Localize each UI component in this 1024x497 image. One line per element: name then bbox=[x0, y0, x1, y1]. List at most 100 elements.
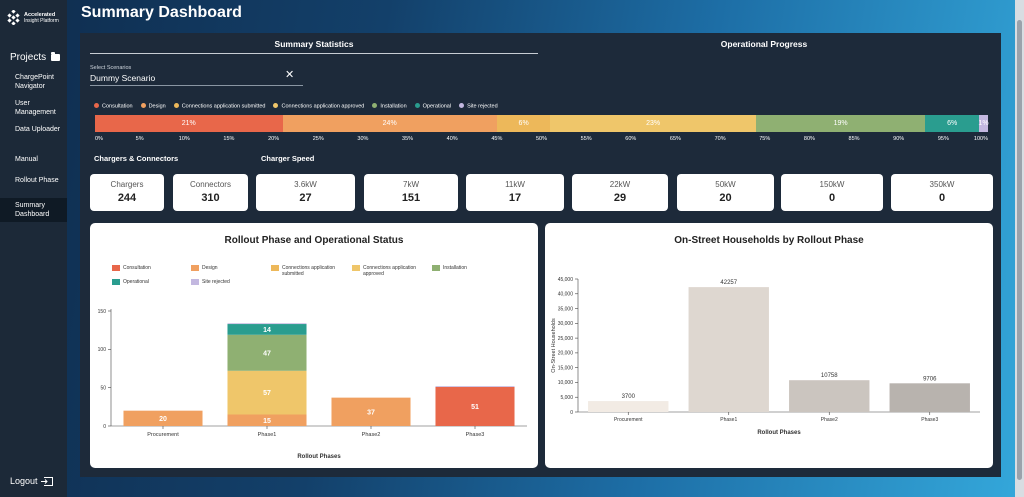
clear-icon[interactable]: ✕ bbox=[285, 69, 295, 81]
chart-legend-item: Design bbox=[191, 265, 261, 271]
sidebar-item-manual[interactable]: Manual bbox=[15, 156, 38, 163]
scrollbar[interactable] bbox=[1015, 0, 1024, 497]
chart-legend-label: Operational bbox=[123, 279, 149, 285]
y-tick-label: 45,000 bbox=[558, 277, 574, 283]
status-legend-label: Connections application approved bbox=[281, 103, 365, 110]
scenario-underline bbox=[90, 85, 303, 86]
rollout-status-chart: 0 50 100 150 Procurement 20 Phase1 15 57 47 14 Phas… bbox=[98, 309, 527, 460]
page-title: Summary Dashboard bbox=[81, 4, 242, 21]
progress-axis-tick: 95% bbox=[937, 136, 949, 142]
speed-card-7kw: 7kW 151 bbox=[364, 174, 458, 211]
chargers-connectors-heading: Chargers & Connectors bbox=[94, 154, 179, 163]
scenario-select[interactable]: Dummy Scenario bbox=[90, 73, 156, 83]
legend-swatch bbox=[112, 279, 120, 285]
status-legend-item: Design bbox=[140, 103, 166, 110]
legend-swatch bbox=[112, 265, 120, 271]
chart-legend-item: Connections application submitted bbox=[271, 265, 347, 277]
status-legend-item: Connections application submitted bbox=[173, 103, 266, 110]
sidebar-item-summary-dashboard[interactable]: Summary Dashboard bbox=[0, 198, 67, 222]
chart-legend-label: Site rejected bbox=[202, 279, 230, 285]
status-legend-item: Operational bbox=[414, 103, 452, 110]
stat-label: Connectors bbox=[190, 180, 231, 189]
progress-axis-tick: 25% bbox=[312, 136, 324, 142]
chart-legend-label: Consultation bbox=[123, 265, 151, 271]
x-tick-label: Phase2 bbox=[821, 417, 838, 423]
sidebar: Accelerated Insight Platform Projects Ch… bbox=[0, 0, 67, 497]
speed-card-11kw: 11kW 17 bbox=[466, 174, 564, 211]
progress-segment: 6% bbox=[925, 115, 980, 132]
stacked-bar-segment bbox=[227, 323, 307, 325]
chart-legend-label: Installation bbox=[443, 265, 467, 271]
y-tick-label: 50 bbox=[100, 385, 106, 391]
tab-operational-progress[interactable]: Operational Progress bbox=[720, 39, 808, 49]
speed-label: 350kW bbox=[929, 180, 955, 189]
bar-value-label: 37 bbox=[367, 409, 375, 416]
progress-segment: 23% bbox=[550, 115, 756, 132]
y-tick-label: 40,000 bbox=[558, 292, 574, 298]
tab-summary-statistics[interactable]: Summary Statistics bbox=[274, 39, 354, 49]
speed-card-3-6kw: 3.6kW 27 bbox=[256, 174, 355, 211]
stacked-bar-segment bbox=[227, 324, 307, 335]
chart-title: Rollout Phase and Operational Status bbox=[224, 235, 404, 246]
speed-label: 150kW bbox=[819, 180, 845, 189]
sidebar-item-user-management[interactable]: User Management bbox=[15, 100, 56, 116]
progress-axis-tick: 70% bbox=[714, 136, 726, 142]
progress-bar: 21% 24% 6% 23% 19% 6% 1% bbox=[95, 115, 989, 132]
speed-value: 20 bbox=[719, 192, 732, 204]
chart-legend-label: Design bbox=[202, 265, 218, 271]
logo-text: Accelerated Insight Platform bbox=[24, 12, 59, 24]
sidebar-item-data-uploader[interactable]: Data Uploader bbox=[15, 126, 61, 133]
scrollbar-thumb[interactable] bbox=[1017, 20, 1022, 480]
status-legend-label: Consultation bbox=[102, 103, 133, 110]
speed-value: 0 bbox=[828, 192, 836, 204]
speed-card-22kw: 22kW 29 bbox=[572, 174, 668, 211]
progress-axis-tick: 10% bbox=[178, 136, 190, 142]
progress-segment: 21% bbox=[95, 115, 283, 132]
progress-segment: 1% bbox=[978, 115, 989, 132]
legend-dot-icon bbox=[173, 103, 179, 108]
logout-button[interactable]: Logout bbox=[10, 476, 53, 486]
legend-dot-icon bbox=[94, 103, 99, 108]
sidebar-item-rollout-phase[interactable]: Rollout Phase bbox=[15, 177, 59, 184]
status-legend-label: Site rejected bbox=[467, 103, 498, 110]
chart-legend-item: Consultation bbox=[112, 265, 182, 271]
y-tick-label: 100 bbox=[98, 347, 107, 353]
logo: Accelerated Insight Platform bbox=[6, 9, 59, 26]
progress-axis-tick: 5% bbox=[135, 136, 144, 142]
stat-value: 310 bbox=[201, 192, 220, 204]
households-chart-card: On-Street Households by Rollout Phase 0 5… bbox=[545, 223, 993, 468]
bar bbox=[789, 380, 870, 412]
speed-value: 27 bbox=[299, 192, 312, 204]
speed-card-350kw: 350kW 0 bbox=[891, 174, 993, 211]
progress-axis-tick: 35% bbox=[402, 136, 414, 142]
x-tick-label: Procurement bbox=[147, 432, 179, 438]
charger-speed-heading: Charger Speed bbox=[261, 154, 315, 163]
chart-title: On-Street Households by Rollout Phase bbox=[674, 235, 864, 246]
chart-legend-item: Installation bbox=[432, 265, 502, 271]
speed-label: 7kW bbox=[403, 180, 419, 189]
progress-segment: 6% bbox=[496, 115, 551, 132]
x-tick-label: Phase3 bbox=[921, 417, 938, 423]
logo-line2: Insight Platform bbox=[24, 17, 59, 24]
progress-axis-tick: 0% bbox=[95, 136, 103, 142]
status-legend-item: Site rejected bbox=[459, 103, 498, 110]
status-legend-label: Operational bbox=[422, 103, 452, 110]
progress-axis-tick: 15% bbox=[223, 136, 235, 142]
bar-value-label: 9706 bbox=[923, 376, 937, 382]
sidebar-item-chargepoint-navigator[interactable]: ChargePoint Navigator bbox=[15, 74, 54, 90]
projects-link[interactable]: Projects bbox=[10, 52, 61, 63]
progress-axis-tick: 40% bbox=[446, 136, 458, 142]
legend-swatch bbox=[271, 265, 279, 271]
status-legend-label: Connections application submitted bbox=[181, 103, 266, 110]
status-legend-label: Installation bbox=[380, 103, 407, 110]
y-tick-label: 35,000 bbox=[558, 306, 574, 312]
legend-dot-icon bbox=[372, 103, 378, 108]
bar-value-label: 51 bbox=[471, 404, 479, 411]
stat-label: Chargers bbox=[110, 180, 144, 189]
speed-value: 17 bbox=[508, 192, 522, 204]
stat-card-connectors: Connectors 310 bbox=[173, 174, 248, 211]
status-legend-label: Design bbox=[148, 103, 166, 110]
legend-swatch bbox=[352, 265, 360, 271]
progress-axis: 0% 5% 10% 15% 20% 25% 30% 35% 40% 45% 50% 55% 60% 65%… bbox=[95, 136, 988, 144]
